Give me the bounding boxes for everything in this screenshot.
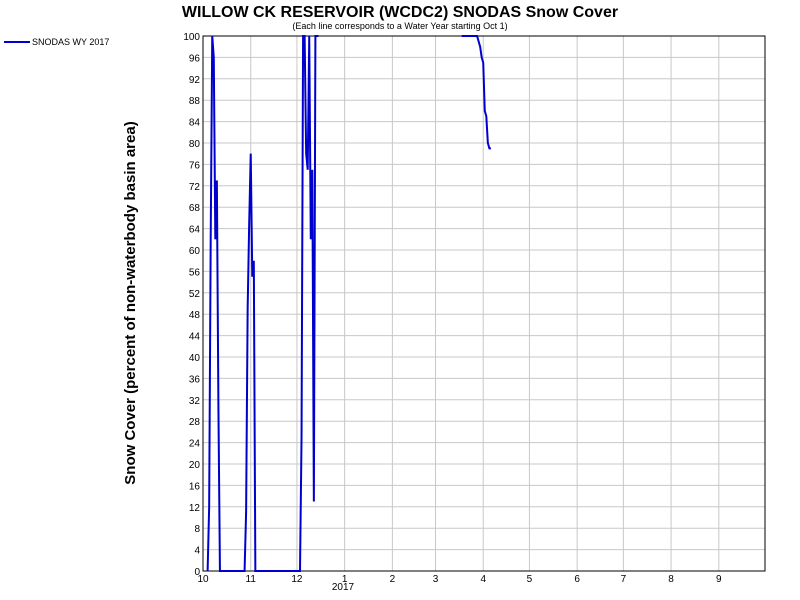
x-tick-label: 7 (621, 574, 627, 585)
x-tick-label: 12 (291, 574, 303, 585)
y-tick-label: 40 (189, 353, 201, 364)
y-tick-label: 32 (189, 396, 201, 407)
y-tick-label: 100 (183, 32, 200, 43)
y-tick-label: 84 (189, 118, 201, 129)
y-tick-label: 92 (189, 75, 201, 86)
y-tick-label: 48 (189, 310, 201, 321)
legend-label: SNODAS WY 2017 (32, 37, 109, 47)
plot-frame (202, 35, 766, 572)
x-year-label: 2017 (332, 582, 355, 593)
chart-subtitle: (Each line corresponds to a Water Year s… (292, 21, 507, 31)
y-tick-label: 72 (189, 182, 201, 193)
y-tick-label: 80 (189, 139, 201, 150)
series-line-0 (206, 35, 491, 572)
chart-title: WILLOW CK RESERVOIR (WCDC2) SNODAS Snow … (182, 4, 618, 21)
x-tick-label: 1 (342, 574, 348, 585)
y-tick-label: 76 (189, 160, 201, 171)
x-tick-label: 3 (433, 574, 439, 585)
y-tick-label: 88 (189, 96, 201, 107)
y-tick-label: 4 (194, 546, 200, 557)
x-tick-label: 8 (668, 574, 674, 585)
y-axis-label: Snow Cover (percent of non-waterbody bas… (122, 121, 139, 484)
y-tick-label: 68 (189, 203, 201, 214)
x-tick-label: 5 (527, 574, 533, 585)
y-tick-label: 60 (189, 246, 201, 257)
series-layer (206, 35, 491, 572)
x-tick-label: 10 (197, 574, 209, 585)
x-tick-label: 4 (480, 574, 486, 585)
y-tick-label: 24 (189, 439, 201, 450)
y-tick-label: 56 (189, 267, 201, 278)
y-tick-label: 28 (189, 417, 201, 428)
y-tick-label: 64 (189, 225, 201, 236)
x-tick-label: 9 (716, 574, 722, 585)
legend: SNODAS WY 2017 (4, 37, 109, 47)
y-tick-label: 36 (189, 374, 201, 385)
y-tick-label: 12 (189, 503, 201, 514)
x-tick-label: 6 (574, 574, 580, 585)
y-tick-label: 16 (189, 481, 201, 492)
y-tick-label: 0 (194, 567, 200, 578)
x-tick-label: 2 (390, 574, 396, 585)
grid (203, 35, 765, 572)
y-tick-label: 8 (194, 524, 200, 535)
x-axis-ticks: 10 11 12 1 2 3 4 5 6 7 8 9 (197, 574, 722, 585)
y-axis-ticks: 0481216202428323640444852566064687276808… (183, 32, 200, 578)
y-tick-label: 52 (189, 289, 201, 300)
x-tick-label: 11 (246, 574, 257, 585)
y-tick-label: 44 (189, 332, 201, 343)
y-tick-label: 96 (189, 53, 201, 64)
y-tick-label: 20 (189, 460, 201, 471)
